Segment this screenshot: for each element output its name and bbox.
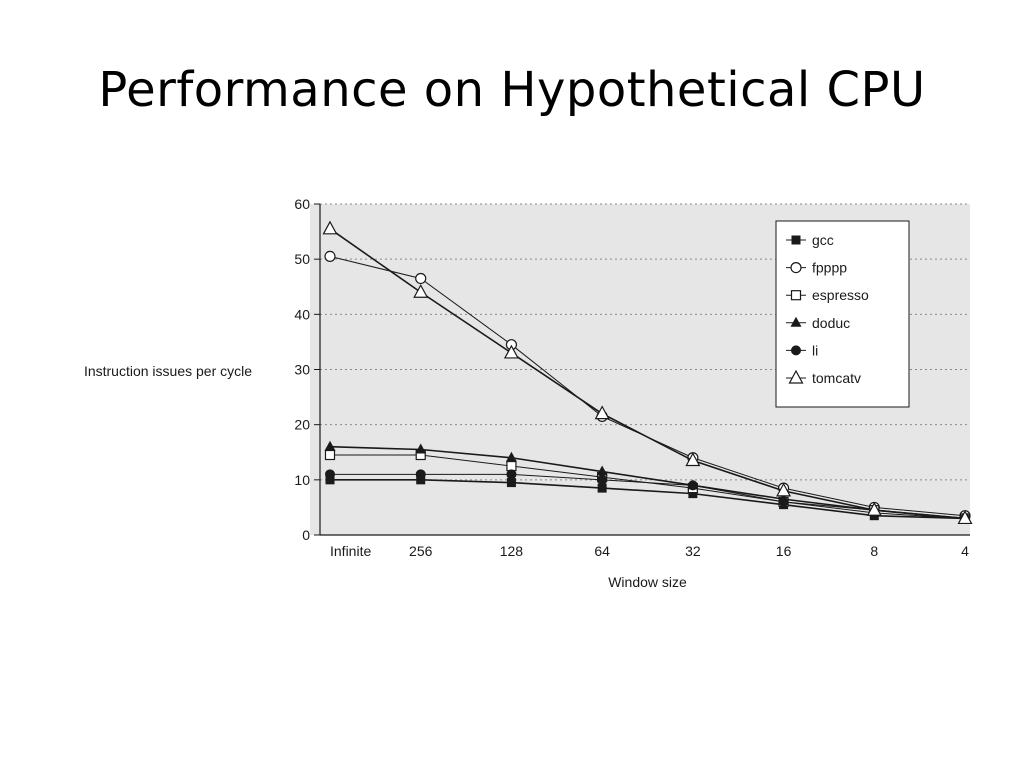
- data-point-doduc: [324, 440, 336, 451]
- legend-label: espresso: [812, 287, 869, 303]
- slide-title: Performance on Hypothetical CPU: [98, 62, 926, 118]
- series-line-li: [330, 473, 966, 519]
- data-point-tomcatv: [957, 510, 973, 525]
- y-tick-label: 0: [302, 527, 310, 543]
- y-tick-label: 10: [294, 472, 310, 488]
- legend-marker: [790, 262, 802, 274]
- x-axis-label: Window size: [608, 574, 687, 590]
- y-tick-label: 30: [294, 362, 310, 378]
- data-point-tomcatv: [413, 284, 429, 298]
- x-tick-label: Infinite: [330, 543, 371, 559]
- legend-item-doduc: doduc: [786, 315, 850, 331]
- data-point-li: [506, 469, 517, 480]
- x-tick-label: 256: [409, 543, 433, 559]
- legend-item-li: li: [786, 342, 818, 358]
- data-point-tomcatv: [594, 405, 610, 420]
- data-point-li: [687, 480, 698, 491]
- data-point-espresso: [324, 449, 336, 461]
- legend-item-espresso: espresso: [786, 287, 869, 303]
- x-tick-label: 4: [961, 543, 969, 559]
- legend-marker: [791, 235, 801, 245]
- legend-item-fpppp: fpppp: [786, 260, 847, 276]
- legend: gcc fpppp espresso doduc li tomcatv: [775, 220, 910, 408]
- data-point-fpppp: [324, 250, 336, 263]
- data-point-li: [415, 469, 426, 480]
- data-point-espresso: [506, 460, 517, 472]
- data-point-fpppp: [415, 272, 427, 285]
- y-tick-label: 20: [294, 417, 310, 433]
- y-tick-label: 40: [294, 306, 310, 322]
- y-tick-label: 60: [294, 196, 310, 212]
- data-point-doduc: [596, 465, 608, 476]
- legend-label: gcc: [812, 232, 834, 248]
- data-point-li: [778, 496, 789, 507]
- data-point-tomcatv: [866, 501, 882, 516]
- legend-label: tomcatv: [812, 370, 861, 386]
- data-point-gcc: [506, 478, 516, 488]
- series-line-doduc: [329, 445, 966, 520]
- legend-item-tomcatv: tomcatv: [786, 369, 861, 386]
- legend-marker: [791, 345, 801, 356]
- x-tick-label: 64: [594, 543, 610, 559]
- x-tick-label: 8: [870, 543, 878, 559]
- legend-marker: [788, 369, 804, 384]
- data-point-tomcatv: [322, 220, 338, 235]
- x-tick-label: 16: [776, 543, 792, 559]
- legend-marker: [790, 316, 802, 327]
- y-tick-label: 50: [294, 251, 310, 267]
- series-line-gcc: [330, 479, 966, 520]
- series-tomcatv: [322, 220, 973, 525]
- data-point-gcc: [688, 489, 698, 499]
- legend-item-gcc: gcc: [786, 232, 834, 248]
- data-point-gcc: [416, 475, 426, 485]
- data-point-doduc: [415, 443, 427, 454]
- legend-label: li: [812, 342, 818, 358]
- legend-label: fpppp: [812, 260, 847, 276]
- data-point-li: [325, 469, 335, 480]
- data-point-li: [597, 474, 608, 485]
- series-line-tomcatv: [329, 228, 966, 520]
- y-axis-label: Instruction issues per cycle: [84, 363, 252, 379]
- legend-label: doduc: [812, 315, 850, 331]
- data-point-doduc: [505, 451, 517, 462]
- data-point-gcc: [325, 475, 335, 485]
- data-point-tomcatv: [503, 344, 519, 359]
- plot-area: 0 10 20 30 40 50 60 Infinite 256 128 64 32 16 8 4 Windo…: [84, 196, 973, 590]
- legend-marker: [790, 290, 802, 301]
- x-tick-label: 128: [500, 543, 524, 559]
- x-tick-label: 32: [685, 543, 701, 559]
- data-point-tomcatv: [776, 482, 792, 497]
- data-point-tomcatv: [685, 452, 701, 467]
- data-point-gcc: [597, 483, 607, 493]
